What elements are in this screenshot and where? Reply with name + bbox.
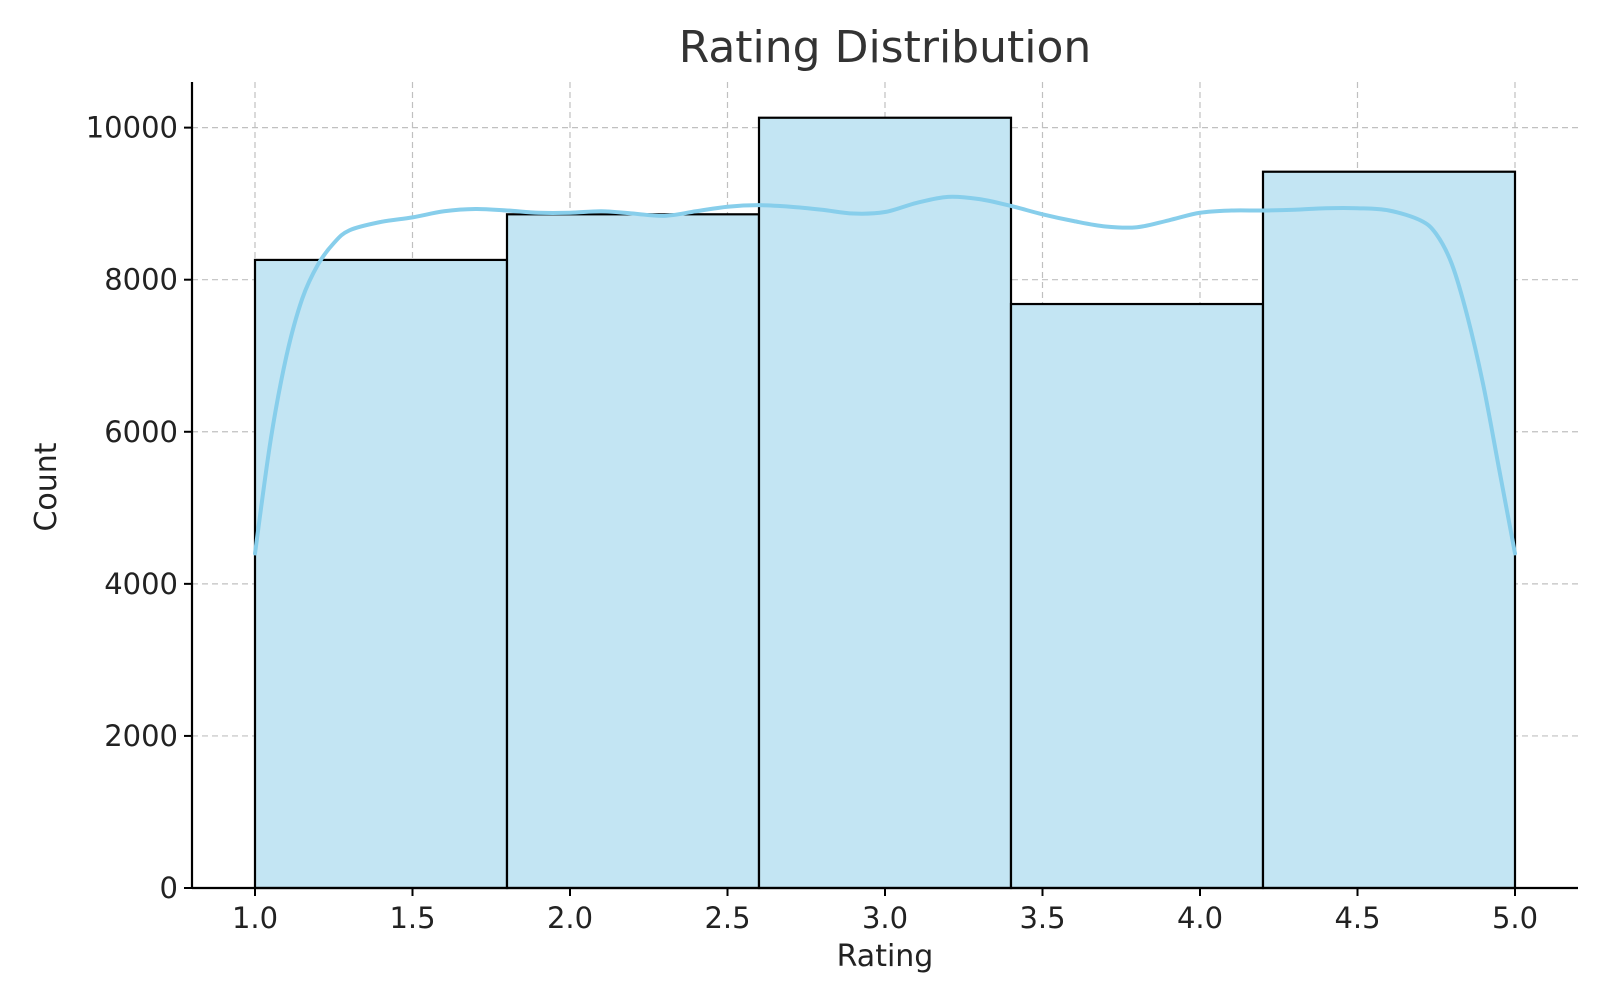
y-tick-label: 4000 (104, 567, 178, 601)
x-tick-label: 3.0 (862, 901, 908, 935)
chart-title: Rating Distribution (679, 22, 1092, 73)
histogram-bar-5 (1261, 170, 1517, 890)
x-tick-label: 4.5 (1334, 901, 1380, 935)
y-tick-label: 8000 (104, 263, 178, 297)
x-tick-label: 2.0 (547, 901, 593, 935)
kde-layer (253, 194, 1517, 556)
y-tick-label: 6000 (104, 415, 178, 449)
histogram-bar-2 (505, 213, 761, 890)
x-tick-label: 4.0 (1177, 901, 1223, 935)
tick-layer: 1.0 1.5 2.0 2.5 3.0 3.5 4.0 4.5 5.0 0 2000 4000 6000… (86, 111, 1538, 935)
y-tick-label: 10000 (86, 111, 178, 145)
x-tick-label: 5.0 (1492, 901, 1538, 935)
histogram-bar-3 (757, 116, 1013, 890)
x-tick-label: 1.5 (389, 901, 435, 935)
histogram-bar-1 (253, 258, 509, 890)
x-axis-title: Rating (837, 939, 934, 974)
y-axis-title: Count (29, 442, 64, 531)
x-tick-label: 1.0 (232, 901, 278, 935)
y-tick-label: 2000 (104, 719, 178, 753)
bar-layer (253, 116, 1517, 890)
x-tick-label: 3.5 (1019, 901, 1065, 935)
kde-curve (253, 194, 1517, 556)
y-tick-label: 0 (160, 871, 178, 905)
x-tick-label: 2.5 (704, 901, 750, 935)
histogram-bar-4 (1009, 302, 1265, 890)
